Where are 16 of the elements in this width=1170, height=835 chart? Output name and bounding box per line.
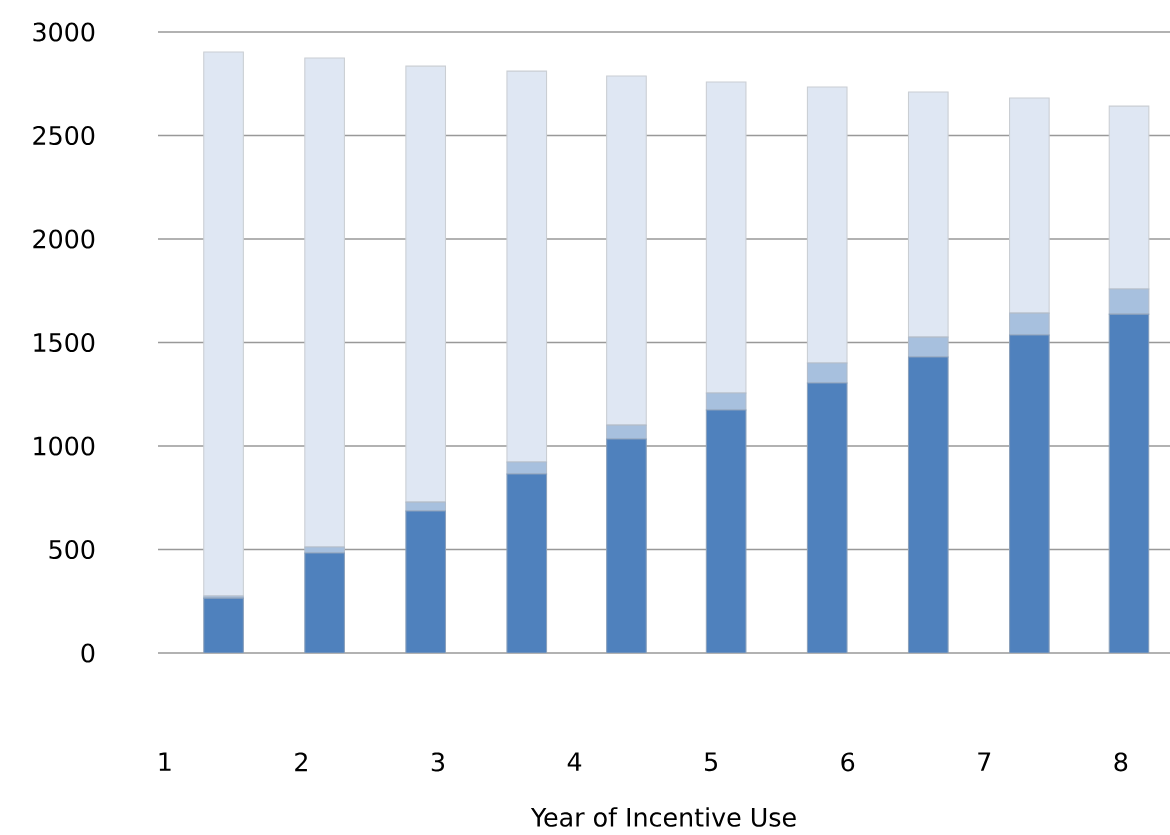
x-axis-title: Year of Incentive Use	[530, 807, 796, 827]
y-tick-label: 1000	[34, 436, 95, 456]
y-tick-label: 0	[81, 643, 95, 663]
y-tick-label: 2500	[33, 125, 95, 146]
y-tick-label: 500	[49, 539, 95, 560]
x-tick-label: 1	[159, 752, 171, 771]
x-tick-label: 6	[841, 752, 855, 772]
x-tick-label: 4	[567, 752, 582, 771]
x-tick-label: 3	[431, 752, 445, 772]
x-tick-label: 2	[295, 752, 307, 772]
y-tick-label: 1500	[34, 332, 95, 353]
x-tick-label: 5	[705, 752, 717, 772]
x-tick-label: 8	[1114, 752, 1128, 772]
x-tick-label: 7	[978, 752, 991, 771]
y-tick-label: 2000	[33, 229, 95, 249]
y-tick-label: 3000	[33, 22, 95, 42]
